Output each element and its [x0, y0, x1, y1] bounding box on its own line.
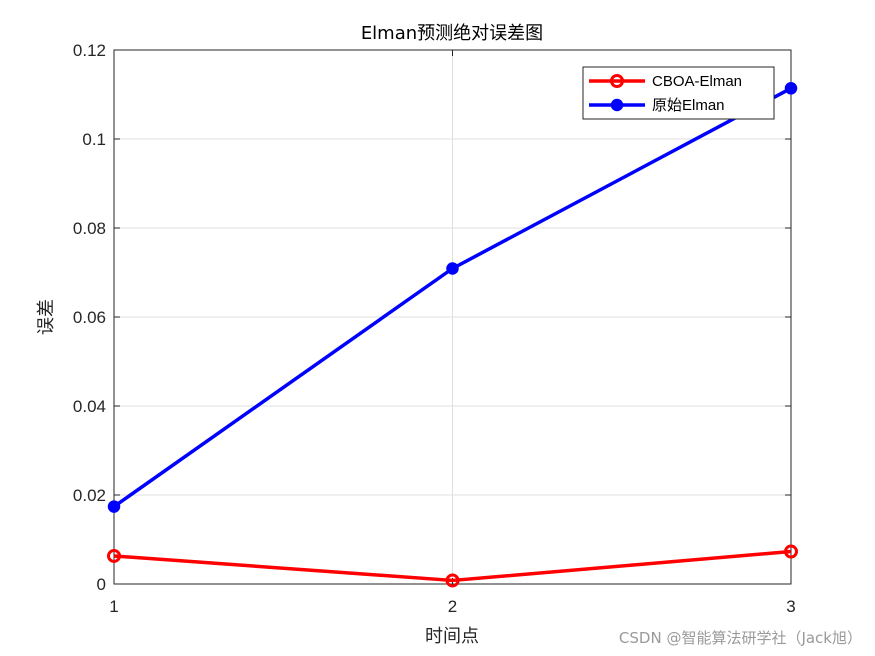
y-tick-label: 0.1 [82, 130, 106, 149]
y-tick-label: 0.02 [73, 486, 106, 505]
x-tick-label: 3 [786, 597, 795, 616]
y-tick-label: 0.08 [73, 219, 106, 238]
data-point-2 [446, 262, 459, 275]
y-axis-label: 误差 [36, 299, 57, 335]
data-point-1 [445, 573, 460, 588]
x-tick-label: 1 [109, 597, 118, 616]
x-axis-label: 时间点 [425, 626, 479, 647]
series-layer [107, 82, 798, 588]
legend-swatch-marker [610, 74, 624, 88]
legend-label: 原始Elman [652, 97, 725, 114]
chart-title: Elman预测绝对误差图 [361, 23, 543, 44]
data-point-2 [107, 500, 121, 513]
data-point-1 [784, 544, 798, 559]
x-tick-label: 2 [448, 597, 457, 616]
y-tick-label: 0.12 [73, 41, 106, 60]
watermark: CSDN @智能算法研学社（Jack旭） [619, 629, 862, 647]
legend-label: CBOA-Elman [652, 73, 742, 90]
y-tick-label: 0.04 [73, 397, 106, 416]
series-line-1 [113, 549, 792, 583]
y-tick-label: 0 [97, 575, 106, 594]
legend: CBOA-Elman 原始Elman [582, 66, 775, 120]
y-tick-label: 0.06 [73, 308, 106, 327]
data-point-1 [107, 548, 121, 563]
data-point-2 [784, 82, 798, 95]
legend-swatch-marker [610, 98, 624, 112]
ticks: 1 2 3 0 0.02 0.04 0.06 0.08 0.1 0.12 [73, 41, 796, 616]
